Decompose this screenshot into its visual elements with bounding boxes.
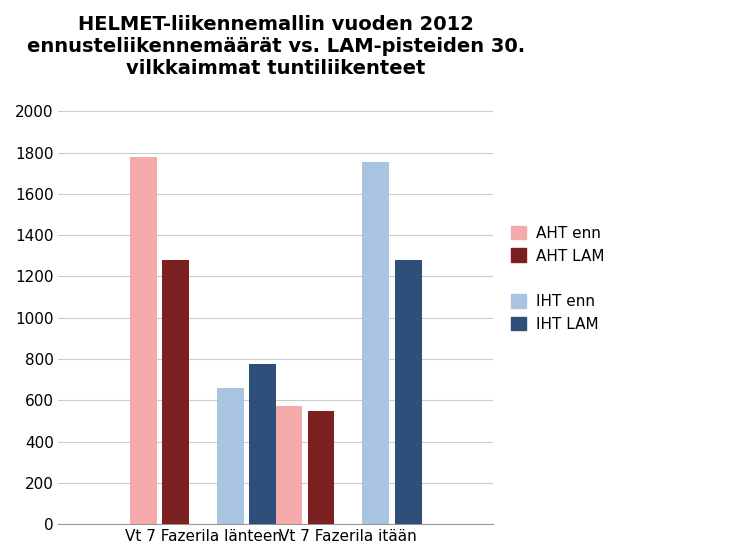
Bar (217, 388, 244, 524)
Bar (307, 411, 334, 524)
Bar (130, 157, 157, 524)
Bar (362, 162, 389, 524)
Bar (275, 406, 302, 524)
Legend: AHT enn, AHT LAM, , IHT enn, IHT LAM: AHT enn, AHT LAM, , IHT enn, IHT LAM (505, 220, 610, 338)
Title: HELMET-liikennemallin vuoden 2012
ennusteliikennemäärät vs. LAM-pisteiden 30.
vi: HELMET-liikennemallin vuoden 2012 ennust… (26, 15, 525, 78)
Bar (395, 260, 421, 524)
Bar (249, 364, 276, 524)
Bar (162, 260, 190, 524)
